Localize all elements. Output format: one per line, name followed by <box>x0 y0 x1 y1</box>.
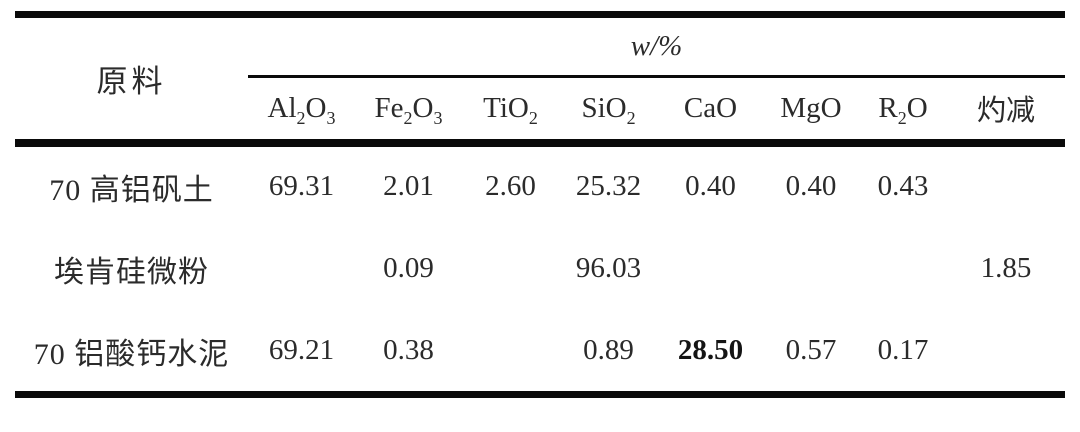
column-header-7: 灼减 <box>947 76 1066 147</box>
column-header-0: Al2O3 <box>248 76 355 147</box>
mass-fraction-unit: /% <box>650 30 683 62</box>
value-cell: 0.40 <box>785 170 837 202</box>
value-cell: 69.21 <box>268 334 335 367</box>
table-body: 70 高铝矾土 69.31 2.01 2.60 25.32 0.40 0.40 0.43 埃肯硅… <box>15 143 1065 395</box>
table-row: 埃肯硅微粉 0.09 96.03 1.85 <box>15 227 1065 311</box>
value-cell: 2.60 <box>485 170 536 202</box>
value-cell <box>462 227 559 311</box>
value-cell: 96.03 <box>575 252 642 284</box>
row-label: 埃肯硅微粉 <box>54 255 209 289</box>
value-cell: 2.01 <box>383 170 434 202</box>
value-cell: 28.50 <box>677 334 744 367</box>
column-header-4: CaO <box>658 76 763 147</box>
value-cell: 1.85 <box>980 252 1032 284</box>
composition-table-wrap: 原料 w/% Al2O3 Fe2O3 TiO2 SiO2 CaO MgO R2O 灼减 70 … <box>15 11 1066 398</box>
column-header-3: SiO2 <box>559 76 658 147</box>
corner-header-raw-material: 原料 <box>15 14 248 147</box>
row-label: 70 铝酸钙水泥 <box>33 337 230 371</box>
oxide-header-row: Al2O3 Fe2O3 TiO2 SiO2 CaO MgO R2O 灼减 <box>15 76 1066 147</box>
value-cell: 0.38 <box>383 334 434 367</box>
table-header: 原料 w/% Al2O3 Fe2O3 TiO2 SiO2 CaO MgO R2O 灼减 <box>15 14 1066 147</box>
value-cell <box>462 311 559 395</box>
value-cell: 0.43 <box>877 170 929 202</box>
column-header-1: Fe2O3 <box>355 76 462 147</box>
mass-fraction-symbol: w <box>630 30 651 62</box>
value-cell <box>248 227 355 311</box>
value-cell <box>763 227 859 311</box>
table-row: 70 铝酸钙水泥 69.21 0.38 0.89 28.50 0.57 0.17 <box>15 311 1065 395</box>
composition-table: 原料 w/% Al2O3 Fe2O3 TiO2 SiO2 CaO MgO R2O 灼减 70 … <box>15 11 1066 398</box>
table-row: 70 高铝矾土 69.31 2.01 2.60 25.32 0.40 0.40 0.43 <box>15 143 1065 227</box>
value-cell: 25.32 <box>575 170 642 202</box>
value-cell: 0.57 <box>785 334 837 367</box>
mass-fraction-header: w/% <box>248 14 1066 78</box>
value-cell: 0.40 <box>685 170 736 202</box>
value-cell: 0.17 <box>877 334 929 367</box>
value-cell <box>658 227 763 311</box>
value-cell: 69.31 <box>268 170 335 202</box>
column-header-6: R2O <box>859 76 947 147</box>
span-header-row: 原料 w/% <box>15 14 1066 147</box>
value-cell: 0.09 <box>383 252 434 284</box>
value-cell: 0.89 <box>583 334 634 367</box>
value-cell <box>947 143 1065 227</box>
row-label: 70 高铝矾土 <box>49 173 214 207</box>
column-header-5: MgO <box>763 76 859 147</box>
value-cell <box>947 311 1065 395</box>
column-header-2: TiO2 <box>462 76 559 147</box>
value-cell <box>859 227 947 311</box>
